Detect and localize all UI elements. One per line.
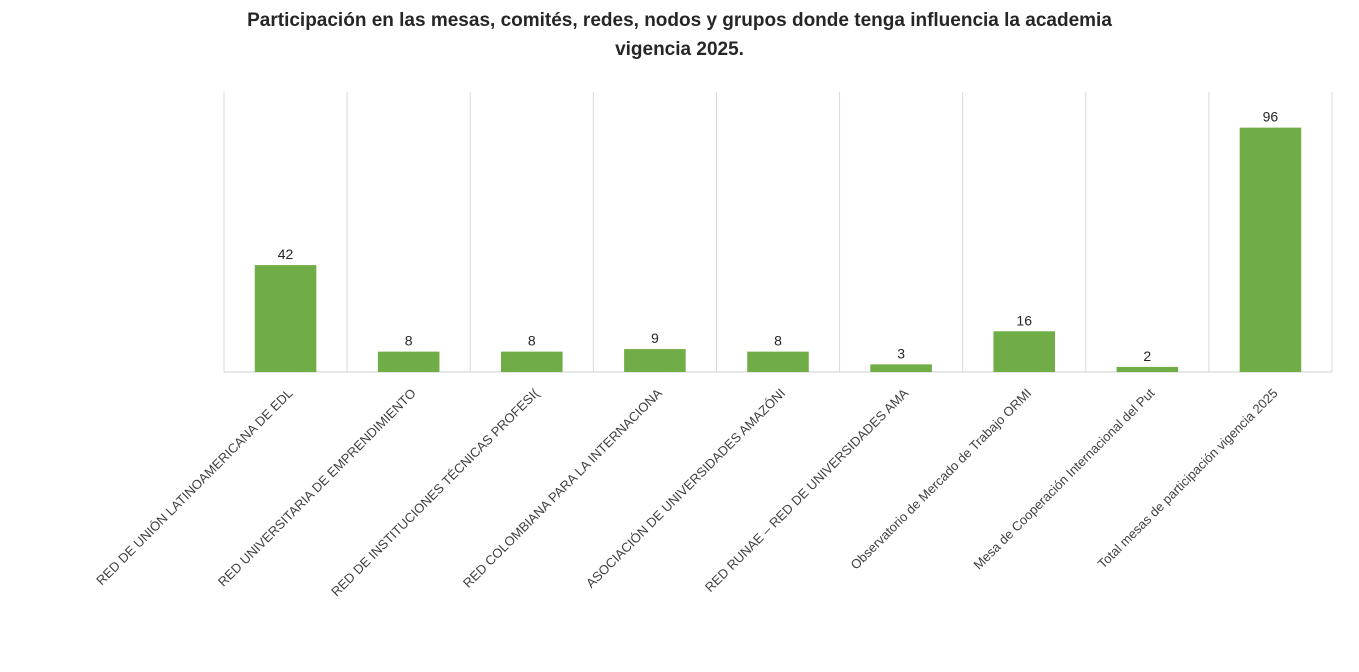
bar	[1239, 127, 1302, 373]
data-label: 96	[1263, 109, 1279, 125]
bar	[624, 349, 686, 372]
data-label: 3	[897, 345, 905, 361]
x-tick-label: RED COLOMBIANA PARA LA INTERNACIONA	[460, 385, 665, 590]
data-label: 2	[1143, 348, 1151, 364]
x-tick-label: RED DE INSTITUCIONES TÉCNICAS PROFESI(	[328, 385, 542, 599]
chart-title-line-2: vigencia 2025.	[615, 39, 744, 60]
x-tick-label: RED DE UNIÓN LATINOAMERICANA DE EDL	[93, 386, 295, 588]
bar	[993, 331, 1055, 372]
data-label: 9	[651, 330, 659, 346]
bar	[254, 265, 317, 372]
chart-title: Participación en las mesas, comités, red…	[0, 6, 1359, 64]
data-label: 42	[278, 246, 294, 262]
bar	[377, 351, 440, 372]
bar	[501, 351, 563, 372]
chart-title-line-1: Participación en las mesas, comités, red…	[247, 10, 1112, 31]
bar	[870, 364, 932, 372]
x-tick-label: ASOCIACIÓN DE UNIVERSIDADES AMAZÓNI	[583, 386, 788, 591]
x-tick-label: RED UNIVERSITARIA DE EMPRENDIMIENTO	[215, 386, 419, 590]
bar	[1116, 366, 1179, 372]
data-label: 8	[528, 333, 536, 349]
data-label: 8	[774, 333, 782, 349]
bar	[747, 351, 809, 372]
x-tick-label: RED RUNAE – RED DE UNIVERSIDADES AMA	[702, 385, 912, 595]
data-label: 16	[1016, 312, 1032, 328]
data-label: 8	[405, 333, 413, 349]
